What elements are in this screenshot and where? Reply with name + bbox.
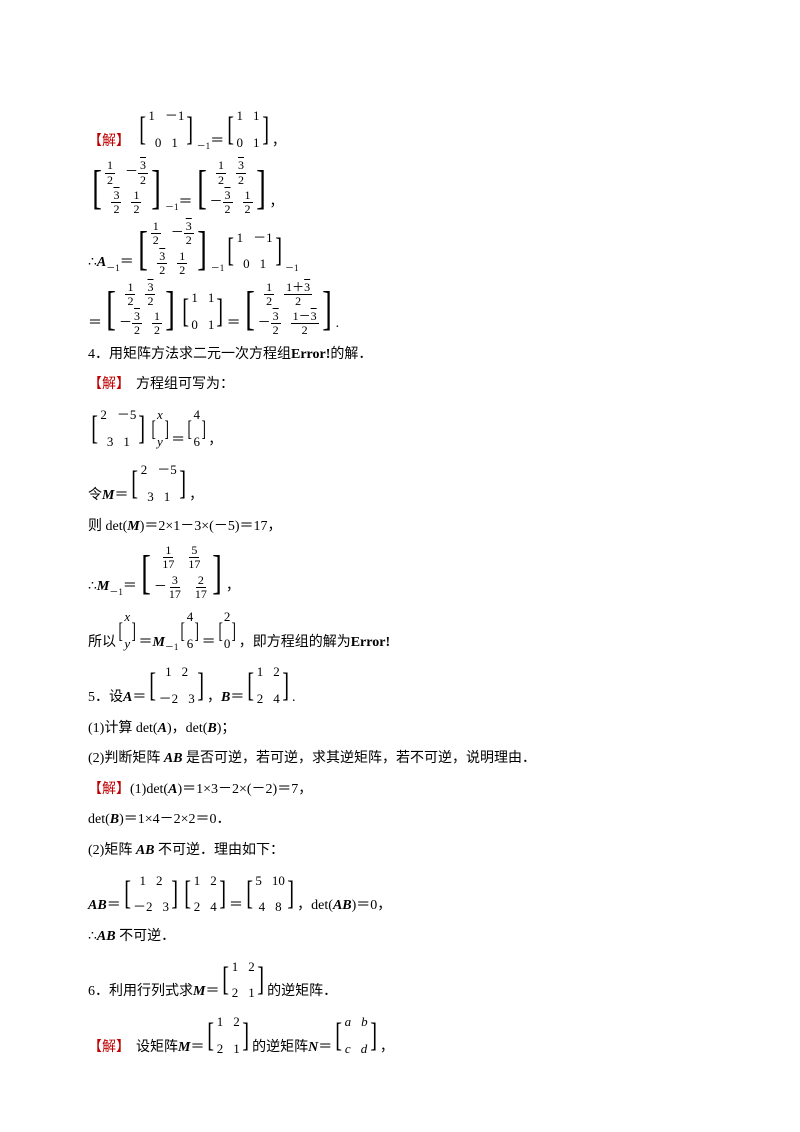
q6-title: 6．利用行列式求 M＝ [ 12 21 ] 的逆矩阵． [88, 955, 712, 1006]
q5-s3: (2)矩阵 AB 不可逆．理由如下： [88, 838, 712, 865]
matrix: [ 2－5 31 ] [89, 403, 148, 454]
solution-line-4: ＝ [ 12 32 －32 12 ] [ 11 01 ] ＝ [88, 281, 712, 338]
matrix: [ 12 21 ] [205, 1010, 251, 1061]
matrix: [ xy ] [117, 605, 137, 656]
text: 设矩阵 [136, 1035, 178, 1062]
text: 5．设 [88, 685, 123, 712]
matrix: [ 2－5 31 ] [129, 458, 188, 509]
q5-s1: 【解】 (1)det(A)＝1×3－2×(－2)＝7， [88, 777, 712, 804]
text: 令 [88, 483, 102, 510]
solve-label: 【解】 [88, 372, 130, 399]
matrix: [ 12 －23 ] [147, 660, 206, 711]
text: 6．利用行列式求 [88, 979, 193, 1006]
q5-ab: AB＝ [ 12 －23 ] [ 12 24 ] ＝ [ 510 48 ] ，d… [88, 869, 712, 920]
q6-s1: 【解】 设矩阵 M＝ [ 12 21 ] 的逆矩阵 N＝ [ ab cd ] ， [88, 1010, 712, 1061]
q4-let: 令 M＝ [ 2－5 31 ] ， [88, 458, 712, 509]
error-label: Error! [351, 630, 390, 657]
q4-soln: 所以 [ xy ] ＝M－1 [ 46 ] ＝ [ 20 ] ，即方程组的解为E… [88, 605, 712, 656]
matrix: [ 12 24 ] [245, 660, 291, 711]
page-content: 【解】 [ 1－1 01 ] －1＝ [ 11 01 ] ， [ 12 －32 [0, 0, 800, 1105]
solve-label: 【解】 [88, 1035, 130, 1062]
solve-label: 【解】 [88, 129, 130, 156]
matrix: [ 12 －23 ] [122, 869, 181, 920]
text: 的解． [330, 342, 372, 369]
q4-minv: ∴M－1＝ [ 117 517 －317 217 ] ， [88, 544, 712, 601]
solution-line-2: [ 12 －32 32 12 ] －1＝ [ 12 32 [88, 159, 712, 216]
text: 4．用矩阵方法求二元一次方程组 [88, 342, 291, 369]
q5-s4: ∴AB 不可逆． [88, 924, 712, 951]
q5-s2: det(B)＝1×4－2×2＝0． [88, 807, 712, 834]
matrix: [ 11 01 ] [180, 286, 226, 337]
solve-label: 【解】 [88, 777, 130, 804]
matrix: [ 1－1 01 ] [225, 226, 284, 277]
matrix: [ 117 517 －317 217 ] [138, 544, 225, 601]
text: 所以 [88, 630, 116, 657]
error-label: Error! [291, 342, 330, 369]
text: 的逆矩阵 [252, 1035, 308, 1062]
matrix: [ 11 01 ] [225, 104, 271, 155]
solution-line-3: ∴A－1＝ [ 12 －32 32 12 ] －1 [ 1－1 01 ] － [88, 220, 712, 277]
q5-p2: (2)判断矩阵 AB 是否可逆，若可逆，求其逆矩阵，若不可逆，说明理由． [88, 746, 712, 773]
q5-title: 5．设 A＝ [ 12 －23 ] ，B＝ [ 12 24 ] . [88, 660, 712, 711]
solution-line-1: 【解】 [ 1－1 01 ] －1＝ [ 11 01 ] ， [88, 104, 712, 155]
matrix: [ 12 32 －32 12 ] [194, 159, 269, 216]
matrix: [ 1－1 01 ] [137, 104, 196, 155]
matrix: [ ab cd ] [333, 1010, 379, 1061]
matrix: [ xy ] [150, 403, 170, 454]
matrix: [ 12 1＋32 －32 1－32 ] [242, 281, 335, 338]
q4-eq1: [ 2－5 31 ] [ xy ] ＝ [ 46 ] ， [88, 403, 712, 454]
matrix: [ 12 －32 32 12 ] [135, 220, 210, 277]
matrix: [ 510 48 ] [244, 869, 296, 920]
matrix: [ 46 ] [179, 605, 200, 656]
q4-det: 则 det(M)＝2×1－3×(－5)＝17， [88, 514, 712, 541]
matrix: [ 46 ] [186, 403, 207, 454]
matrix: [ 12 32 －32 12 ] [103, 281, 178, 338]
q4-title: 4．用矩阵方法求二元一次方程组Error!的解． [88, 342, 712, 369]
text: 方程组可写为： [136, 372, 234, 399]
text: 的逆矩阵． [267, 979, 337, 1006]
matrix: [ 20 ] [217, 605, 238, 656]
q4-s1: 【解】 方程组可写为： [88, 372, 712, 399]
q5-p1: (1)计算 det(A)，det(B)； [88, 716, 712, 743]
matrix: [ 12 24 ] [182, 869, 228, 920]
text: ，即方程组的解为 [239, 630, 351, 657]
matrix: [ 12 21 ] [220, 955, 266, 1006]
matrix: [ 12 －32 32 12 ] [89, 159, 164, 216]
